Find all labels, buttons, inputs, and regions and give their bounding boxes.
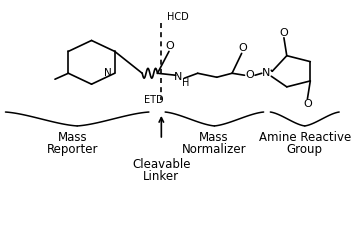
Text: Group: Group — [287, 143, 323, 156]
Text: Linker: Linker — [143, 170, 180, 183]
Text: Cleavable: Cleavable — [132, 158, 191, 171]
Text: O: O — [280, 28, 288, 38]
Text: ETD: ETD — [144, 95, 164, 105]
Text: H: H — [182, 78, 189, 88]
Text: Reporter: Reporter — [47, 143, 98, 156]
Text: N: N — [262, 68, 271, 78]
Text: Normalizer: Normalizer — [182, 143, 246, 156]
Text: O: O — [245, 70, 254, 80]
Text: O: O — [238, 43, 247, 53]
Text: N: N — [174, 72, 183, 82]
Text: Mass: Mass — [57, 131, 87, 144]
Text: HCD: HCD — [167, 12, 189, 22]
Text: Mass: Mass — [199, 131, 229, 144]
Text: O: O — [303, 99, 312, 109]
Text: N: N — [104, 68, 112, 78]
Text: O: O — [165, 41, 174, 51]
Text: Amine Reactive: Amine Reactive — [258, 131, 351, 144]
